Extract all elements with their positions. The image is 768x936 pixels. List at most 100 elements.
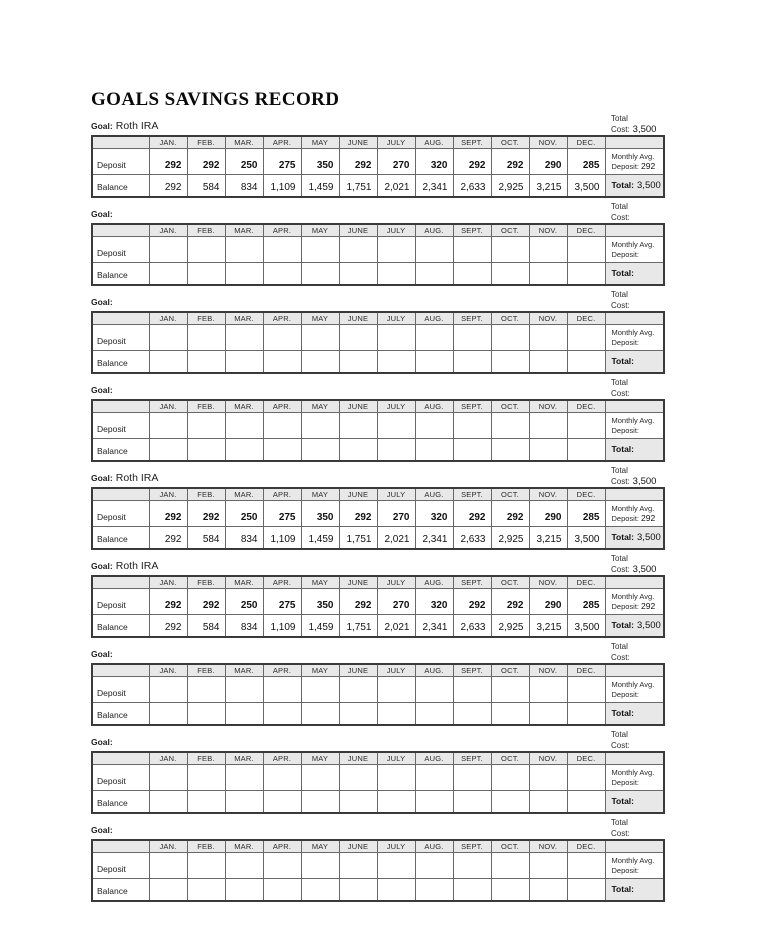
month-header-cell: JULY <box>376 135 416 149</box>
balance-cell <box>338 702 378 726</box>
balance-cell <box>376 878 416 902</box>
balance-cell <box>148 438 188 462</box>
deposit-cell: 290 <box>528 588 568 615</box>
total-cost-value: 3,500 <box>632 563 657 575</box>
deposit-cell <box>300 236 340 263</box>
goal-label-line: Goal: <box>91 732 116 750</box>
balance-cell: 292 <box>148 614 188 638</box>
balance-cell <box>566 702 606 726</box>
goal-meta-row: Goal: Roth IRA Total Cost: 3,500 <box>91 550 663 575</box>
goal-table-block: Goal: Total Cost: JAN. FEB. MAR. APR. MAY JUN… <box>91 638 665 726</box>
balance-cell <box>300 790 340 814</box>
balance-cell <box>224 350 264 374</box>
month-header-cell: FEB. <box>186 839 226 853</box>
balance-cell: 1,109 <box>262 526 302 550</box>
total-cost-label: Cost: <box>611 124 630 134</box>
deposit-cell <box>528 236 568 263</box>
total-cell-value: 3,500 <box>637 532 661 543</box>
goal-value: Roth IRA <box>115 560 159 572</box>
deposit-cell <box>414 324 454 351</box>
month-header-cell: AUG. <box>414 663 454 677</box>
total-cost-line1: Total <box>611 290 628 299</box>
total-cell-label: Total: <box>611 708 635 718</box>
total-cost-line1: Total <box>611 378 628 387</box>
balance-cell <box>300 702 340 726</box>
deposit-cell <box>186 852 226 879</box>
deposit-cell: 350 <box>300 500 340 527</box>
deposit-cell: 320 <box>414 588 454 615</box>
deposit-row: Deposit Monthly Avg. Deposit: <box>91 324 665 351</box>
monthly-avg-line2: Deposit: <box>612 426 663 436</box>
month-header-cell: APR. <box>262 839 302 853</box>
total-cost-line1: Total <box>611 730 628 739</box>
total-cost-line2: Cost: <box>611 653 633 664</box>
month-header-cell: OCT. <box>490 751 530 765</box>
balance-cell <box>528 878 568 902</box>
balance-row-label: Balance <box>91 350 150 374</box>
month-header-cell: NOV. <box>528 223 568 237</box>
deposit-cell <box>414 764 454 791</box>
total-cost-line2: Cost: 3,500 <box>611 476 656 488</box>
deposit-cell <box>224 236 264 263</box>
balance-cell <box>376 438 416 462</box>
summary-header-cell <box>604 663 665 677</box>
goal-label-line: Goal: <box>91 204 116 222</box>
deposit-cell: 285 <box>566 148 606 175</box>
deposit-cell <box>262 852 302 879</box>
total-cell: Total: 3,500 <box>604 526 665 550</box>
deposit-cell <box>490 676 530 703</box>
total-cell: Total: <box>604 262 665 286</box>
month-header-cell: DEC. <box>566 663 606 677</box>
deposit-cell: 275 <box>262 148 302 175</box>
summary-header-cell <box>604 575 665 589</box>
month-header-cell: FEB. <box>186 223 226 237</box>
balance-cell: 1,751 <box>338 174 378 198</box>
deposit-cell <box>528 412 568 439</box>
monthly-avg-line2: Deposit: <box>612 866 663 876</box>
month-header-cell: APR. <box>262 223 302 237</box>
goal-table-block: Goal: Roth IRA Total Cost: 3,500 JAN. FEB. M… <box>91 550 665 638</box>
deposit-cell <box>490 324 530 351</box>
deposit-cell <box>300 412 340 439</box>
month-header-cell: MAR. <box>224 663 264 677</box>
balance-cell <box>376 702 416 726</box>
month-header-cell: FEB. <box>186 575 226 589</box>
month-header-cell: JAN. <box>148 487 188 501</box>
goal-table-block: Goal: Total Cost: JAN. FEB. MAR. APR. MAY JUN… <box>91 726 665 814</box>
deposit-cell: 350 <box>300 148 340 175</box>
total-cost-line2: Cost: 3,500 <box>611 563 657 576</box>
balance-cell <box>148 262 188 286</box>
goal-meta-row: Goal: Total Cost: <box>91 198 663 223</box>
month-header-cell: NOV. <box>528 311 568 325</box>
total-cost-line2: Cost: <box>611 741 633 752</box>
balance-cell <box>262 878 302 902</box>
month-header-cell: SEPT. <box>452 487 492 501</box>
monthly-avg-label: Deposit: <box>611 865 640 875</box>
month-header-cell: MAY <box>300 135 340 149</box>
monthly-avg-value: 292 <box>641 160 656 171</box>
deposit-cell <box>376 764 416 791</box>
goal-table: JAN. FEB. MAR. APR. MAY JUNE JULY AUG. SEPT. OCT.… <box>91 751 665 814</box>
deposit-cell <box>300 852 340 879</box>
balance-cell <box>376 790 416 814</box>
monthly-avg-line2: Deposit: 292 <box>612 513 663 524</box>
deposit-cell <box>186 412 226 439</box>
month-header-cell: NOV. <box>528 663 568 677</box>
total-cost-label: Cost: <box>611 828 630 838</box>
balance-cell <box>224 262 264 286</box>
deposit-cell <box>262 236 302 263</box>
balance-cell <box>414 702 454 726</box>
balance-cell <box>452 790 492 814</box>
month-header-cell: JULY <box>376 223 416 237</box>
deposit-cell <box>452 236 492 263</box>
total-cell-label: Total: <box>611 884 635 894</box>
goal-label: Goal: <box>91 737 113 747</box>
header-corner-cell <box>91 223 150 237</box>
month-header-cell: AUG. <box>414 575 454 589</box>
balance-cell: 2,021 <box>376 526 416 550</box>
balance-cell <box>452 262 492 286</box>
deposit-cell: 275 <box>262 588 302 615</box>
balance-cell <box>148 790 188 814</box>
monthly-avg-cell: Monthly Avg. Deposit: <box>604 852 665 879</box>
month-header-row: JAN. FEB. MAR. APR. MAY JUNE JULY AUG. SEPT. OCT.… <box>91 135 665 149</box>
